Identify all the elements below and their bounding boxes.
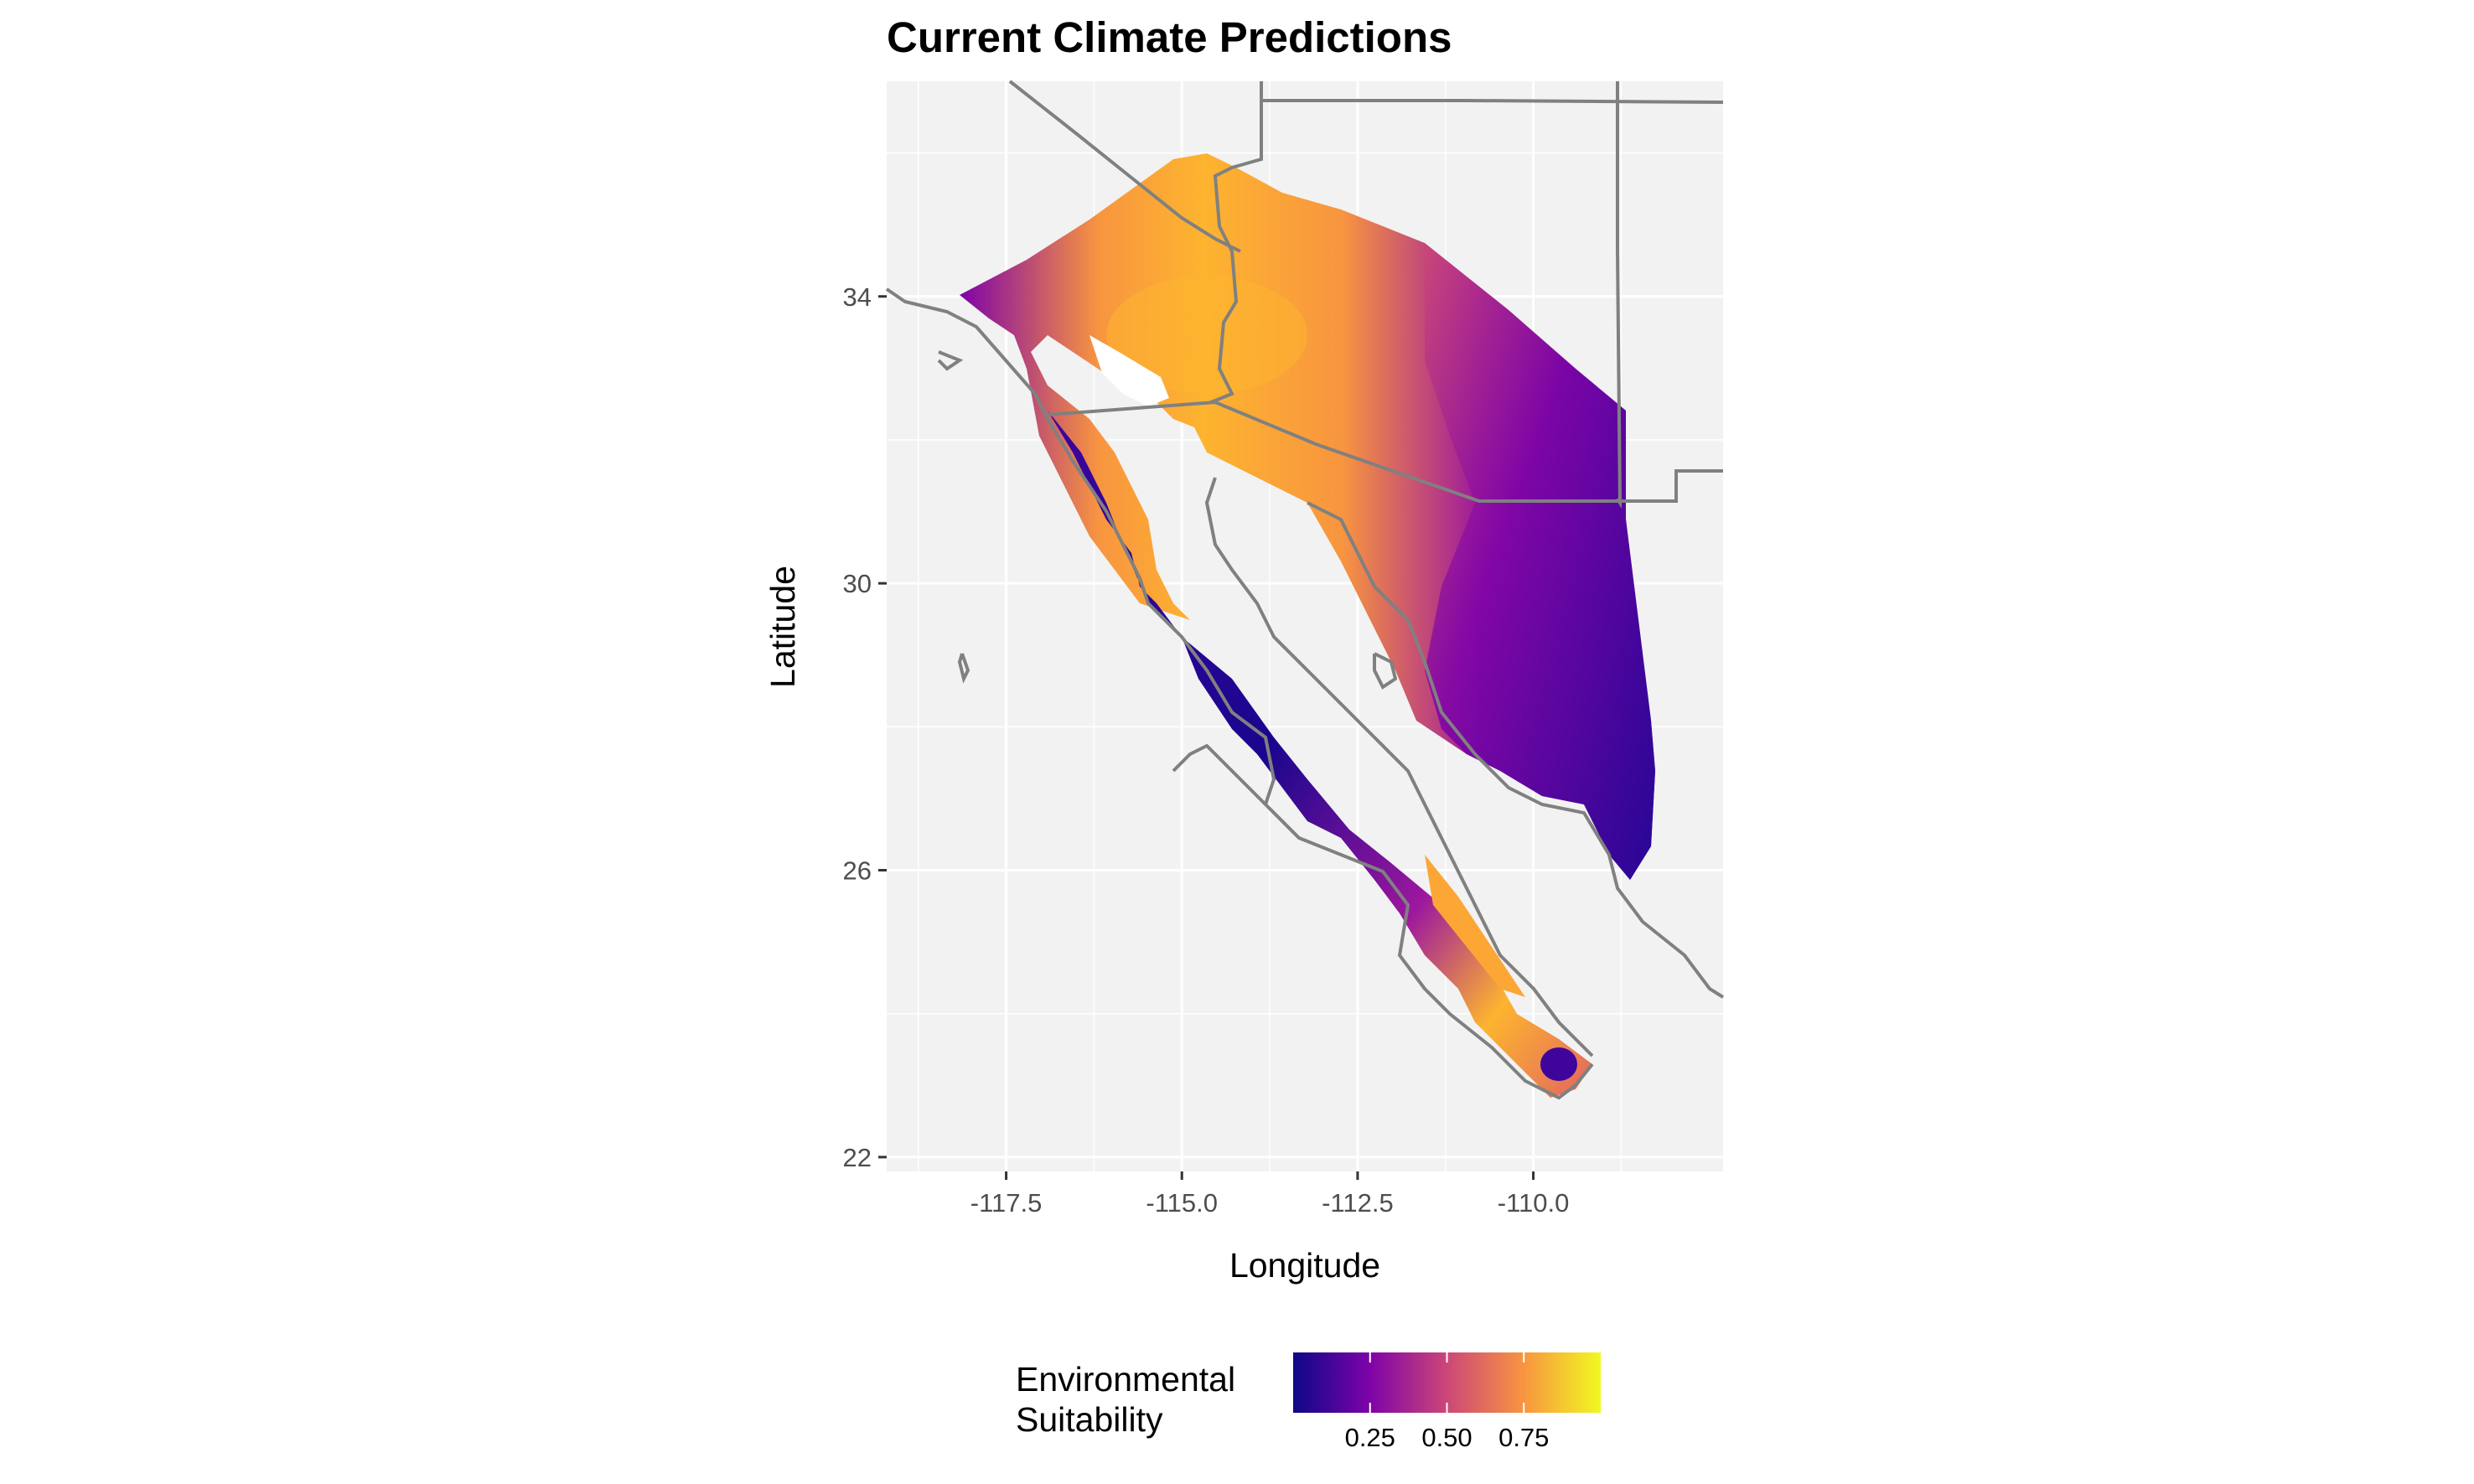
raster-cape xyxy=(1425,855,1525,997)
legend-tick-label: 0.75 xyxy=(1498,1423,1549,1452)
legend-ticks: 0.25 0.50 0.75 xyxy=(1345,1352,1549,1452)
border-ut-az xyxy=(1261,99,1724,104)
raster-gap xyxy=(1089,335,1169,406)
border-nv-az xyxy=(1210,81,1263,404)
borders xyxy=(885,80,1725,1100)
legend: Environmental Suitability 0.25 0.50 0.75 xyxy=(1016,1352,1601,1452)
coast-sonora xyxy=(1307,501,1725,999)
legend-tick-label: 0.25 xyxy=(1345,1423,1395,1452)
island-tiburon xyxy=(1373,652,1398,690)
x-tick-label: -110.0 xyxy=(1498,1188,1570,1218)
y-tick-label: 22 xyxy=(843,1143,872,1172)
y-axis-title: Latitude xyxy=(763,566,802,688)
coast-california xyxy=(885,287,1049,420)
legend-tick-label: 0.50 xyxy=(1421,1423,1472,1452)
x-axis-ticks: -117.5 -115.0 -112.5 -110.0 xyxy=(970,1171,1570,1218)
y-tick-label: 26 xyxy=(843,856,872,886)
coast-baja-gulf xyxy=(1204,477,1594,1057)
x-tick-label: -117.5 xyxy=(970,1188,1043,1218)
legend-title-line1: Environmental xyxy=(1016,1360,1235,1399)
y-tick-label: 30 xyxy=(843,569,872,598)
island-channel xyxy=(937,350,964,371)
coast-baja-pacific xyxy=(1046,417,1594,1100)
x-tick-label: -115.0 xyxy=(1146,1188,1218,1218)
legend-title-line2: Suitability xyxy=(1016,1400,1163,1439)
raster-cape-dark xyxy=(1540,1047,1577,1081)
suitability-raster xyxy=(960,153,1655,1098)
raster-east-shade xyxy=(1425,243,1655,880)
x-tick-label: -112.5 xyxy=(1322,1188,1394,1218)
x-axis-title: Longitude xyxy=(1229,1246,1380,1285)
island-guadalupe xyxy=(957,653,970,684)
map-title: Current Climate Predictions xyxy=(887,13,1452,61)
coast-cedros xyxy=(1172,743,1267,806)
raster-hotspot xyxy=(1106,277,1307,394)
border-us-mexico xyxy=(1047,400,1723,503)
border-ca-nv xyxy=(1008,80,1241,253)
y-tick-label: 34 xyxy=(843,282,872,312)
y-axis-ticks: 22 26 30 34 xyxy=(843,282,887,1172)
